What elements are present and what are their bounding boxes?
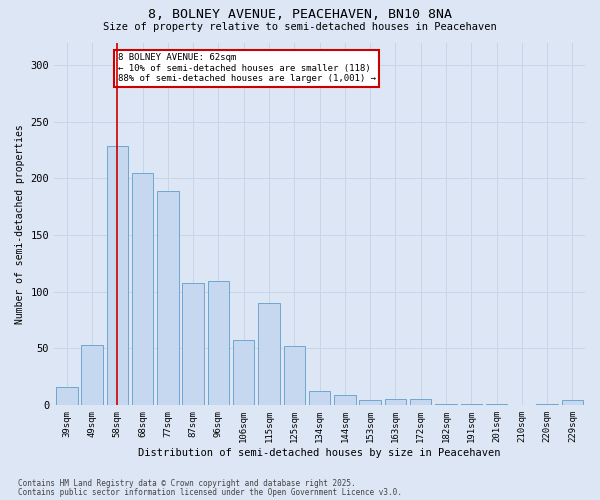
Y-axis label: Number of semi-detached properties: Number of semi-detached properties [15,124,25,324]
Bar [258,303,280,405]
Bar [309,391,331,405]
Bar [385,399,406,405]
Bar [182,282,204,405]
Bar [410,399,431,405]
Bar [486,404,507,405]
Bar [132,172,154,405]
Bar [157,191,179,405]
Text: Size of property relative to semi-detached houses in Peacehaven: Size of property relative to semi-detach… [103,22,497,32]
Text: Contains HM Land Registry data © Crown copyright and database right 2025.: Contains HM Land Registry data © Crown c… [18,479,356,488]
Bar [107,146,128,405]
Bar [56,386,77,405]
Text: 8 BOLNEY AVENUE: 62sqm
← 10% of semi-detached houses are smaller (118)
88% of se: 8 BOLNEY AVENUE: 62sqm ← 10% of semi-det… [118,54,376,83]
Bar [334,394,356,405]
Bar [284,346,305,405]
Bar [562,400,583,405]
Bar [435,404,457,405]
Bar [461,404,482,405]
Text: 8, BOLNEY AVENUE, PEACEHAVEN, BN10 8NA: 8, BOLNEY AVENUE, PEACEHAVEN, BN10 8NA [148,8,452,20]
X-axis label: Distribution of semi-detached houses by size in Peacehaven: Distribution of semi-detached houses by … [139,448,501,458]
Bar [359,400,381,405]
Text: Contains public sector information licensed under the Open Government Licence v3: Contains public sector information licen… [18,488,402,497]
Bar [208,282,229,405]
Bar [536,404,558,405]
Bar [233,340,254,405]
Bar [82,345,103,405]
